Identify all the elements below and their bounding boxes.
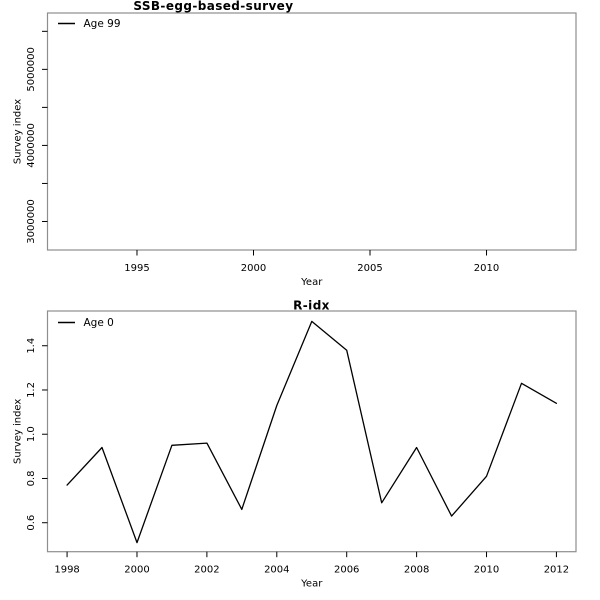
x-tick-label: 2000 — [124, 565, 149, 576]
plot-box — [46, 12, 577, 251]
chart-2: 1998 2000 2002 2004 2006 2008 2010 2012 0.6 0.8 1.… — [13, 299, 577, 590]
chart-1: 1995 2000 2005 2010 3000000 4000000 5000000 Yea… — [13, 0, 577, 288]
chart-title: SSB-egg-based-survey — [133, 0, 293, 13]
x-axis-label: Year — [300, 277, 323, 288]
series-line-age-0 — [66, 320, 558, 544]
x-tick-label: 2004 — [264, 565, 289, 576]
y-tick-label: 3000000 — [26, 199, 37, 244]
y-tick-label: 1.0 — [26, 426, 37, 442]
x-tick-label: 2010 — [474, 565, 499, 576]
x-axis-label: Year — [300, 579, 323, 590]
x-tick-label: 2006 — [334, 565, 359, 576]
x-tick-label: 2000 — [241, 263, 266, 274]
chart-title: R-idx — [293, 299, 330, 313]
legend-label: Age 99 — [84, 18, 121, 30]
x-tick-label: 2002 — [194, 565, 219, 576]
x-tick-label: 2008 — [404, 565, 429, 576]
x-tick-label: 1998 — [54, 565, 79, 576]
plot-box — [46, 310, 577, 553]
legend-label: Age 0 — [84, 317, 114, 329]
y-axis-label: Survey index — [13, 399, 24, 464]
y-tick-label: 0.6 — [26, 515, 37, 531]
x-tick-label: 2005 — [357, 263, 382, 274]
y-tick-label: 5000000 — [26, 47, 37, 92]
x-tick-label: 2010 — [474, 263, 499, 274]
y-tick-label: 1.4 — [26, 338, 37, 354]
y-axis-label: Survey index — [13, 99, 24, 164]
y-tick-label: 4000000 — [26, 123, 37, 168]
y-tick-label: 1.2 — [26, 382, 37, 398]
x-tick-label: 1995 — [124, 263, 149, 274]
y-tick-label: 0.8 — [26, 471, 37, 487]
x-tick-label: 2012 — [544, 565, 569, 576]
